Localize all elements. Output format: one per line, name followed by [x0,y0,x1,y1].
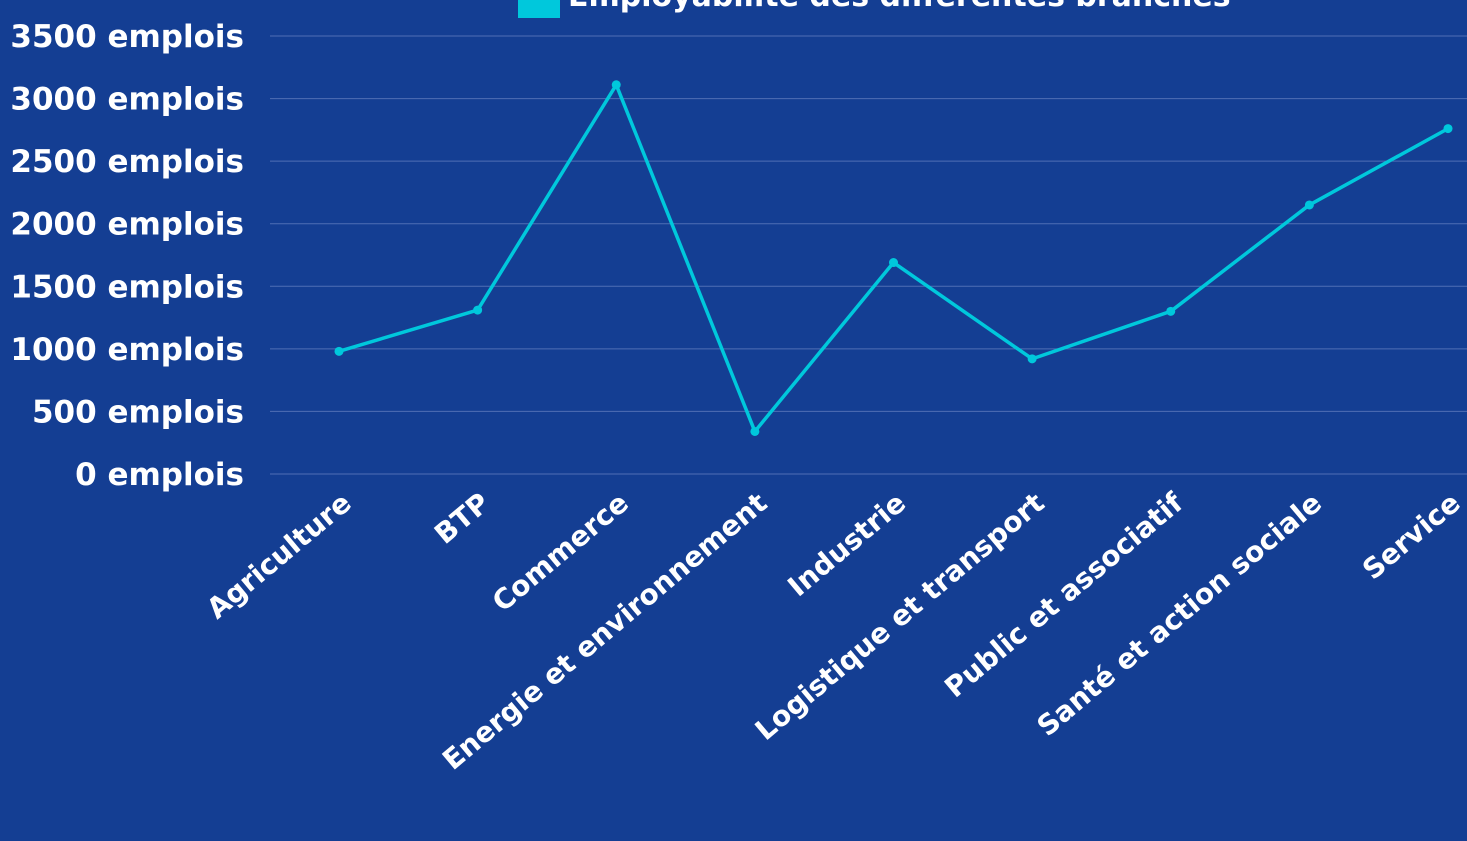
y-tick-label: 2500 emplois [10,144,244,180]
data-point [473,305,483,315]
data-point [1443,124,1453,134]
y-tick-label: 3500 emplois [10,19,244,55]
data-point [334,346,344,356]
data-point [611,80,621,90]
legend-swatch [518,0,560,18]
y-tick-label: 0 emplois [75,457,244,493]
data-point [750,426,760,436]
y-tick-label: 1500 emplois [10,269,244,305]
legend: Employabilité des différentes branches [518,0,1231,18]
x-tick-label: Service [1356,486,1466,586]
x-tick-label: BTP [428,486,496,550]
data-point [889,258,898,268]
data-point [1166,306,1176,316]
y-tick-label: 500 emplois [32,394,244,430]
x-tick-label: Industrie [781,486,912,603]
y-tick-label: 2000 emplois [10,207,244,243]
x-tick-label: Logistique et transport [749,486,1051,747]
x-tick-label: Santé et action sociale [1031,486,1328,743]
y-tick-label: 3000 emplois [10,82,244,118]
gridlines [270,35,1467,475]
data-point [1304,200,1314,210]
series-group [334,80,1453,436]
y-axis-ticks: 0 emplois 500 emplois 1000 emplois 1500 emp… [10,19,244,493]
x-tick-label: Public et associatif [938,486,1190,705]
data-point [1027,354,1037,364]
legend-label: Employabilité des différentes branches [568,0,1231,14]
x-tick-label: Commerce [486,486,635,618]
y-tick-label: 1000 emplois [10,332,244,368]
x-tick-label: Agriculture [200,486,357,625]
